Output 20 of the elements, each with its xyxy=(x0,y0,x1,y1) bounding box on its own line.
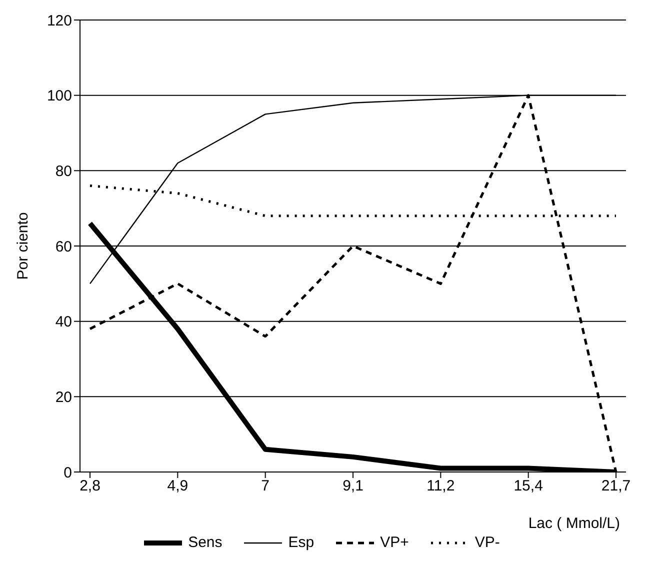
y-tick-label: 120 xyxy=(46,12,72,30)
legend-label: VP+ xyxy=(380,534,409,551)
y-tick-label: 0 xyxy=(64,464,72,482)
x-tick-label: 2,8 xyxy=(80,478,100,495)
x-tick-label: 15,4 xyxy=(514,478,543,495)
legend-label: Sens xyxy=(188,534,222,551)
x-tick-label: 4,9 xyxy=(167,478,188,495)
legend-label: VP- xyxy=(474,534,500,551)
x-tick-label: 7 xyxy=(261,478,270,495)
y-tick-label: 20 xyxy=(55,388,72,406)
x-axis-title: Lac ( Mmol/L) xyxy=(528,515,620,532)
y-tick-label: 40 xyxy=(55,314,72,331)
y-tick-label: 100 xyxy=(46,88,72,105)
legend-label: Esp xyxy=(288,534,314,551)
x-tick-label: 9,1 xyxy=(342,478,364,495)
x-tick-label: 11,2 xyxy=(426,478,455,495)
y-axis-title: Por ciento xyxy=(14,212,32,280)
x-tick-label: 21,7 xyxy=(601,478,631,495)
y-tick-label: 60 xyxy=(55,238,72,256)
y-tick-label: 80 xyxy=(55,162,72,180)
